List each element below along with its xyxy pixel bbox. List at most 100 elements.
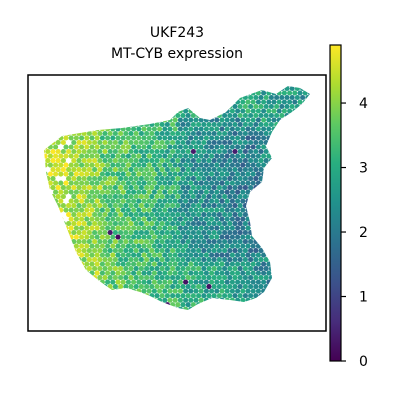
spot-point — [253, 257, 259, 263]
spot-point — [219, 261, 225, 267]
spot-point — [172, 297, 178, 303]
spot-point — [300, 94, 306, 101]
spot-point — [123, 203, 129, 209]
spot-point — [138, 148, 144, 155]
spot-point — [242, 257, 248, 263]
colorbar-gradient — [329, 44, 342, 362]
spot-point — [224, 135, 230, 141]
spot-point — [128, 139, 134, 146]
spot-point — [112, 284, 118, 290]
spot-point — [81, 185, 87, 191]
spot-point — [222, 121, 228, 128]
spot-point — [71, 230, 77, 236]
spot-point — [229, 261, 235, 267]
spot-point — [89, 180, 95, 186]
spot-point — [131, 243, 137, 249]
spot-point — [216, 239, 222, 245]
spot-point — [216, 266, 222, 272]
spot-point — [136, 180, 142, 186]
spot-point — [154, 212, 160, 218]
spot-point — [209, 234, 215, 240]
spot-point — [255, 288, 261, 294]
spot-point — [131, 216, 137, 222]
spot-point — [146, 225, 152, 231]
spot-point — [185, 302, 191, 308]
spot-point — [138, 230, 144, 236]
spot-point — [107, 185, 113, 191]
spot-point — [206, 230, 212, 236]
spot-point — [141, 189, 147, 195]
spot-point — [138, 185, 144, 191]
spot-point — [141, 243, 147, 249]
spot-point — [170, 293, 176, 299]
spot-point — [216, 293, 222, 299]
spot-point — [63, 162, 69, 168]
spot-point — [76, 248, 82, 254]
spot-point — [183, 117, 189, 123]
spot-point — [105, 252, 111, 258]
spot-point — [110, 216, 116, 222]
spot-point — [105, 180, 111, 186]
spot-point — [60, 139, 66, 146]
spot-point — [188, 144, 194, 150]
spot-point — [107, 176, 113, 182]
spot-point — [198, 243, 204, 249]
spot-point — [144, 248, 150, 254]
spot-point — [177, 216, 183, 222]
spot-point — [102, 230, 108, 236]
spot-point — [224, 243, 230, 249]
spot-point — [164, 148, 170, 155]
spot-point — [154, 158, 160, 164]
spot-point — [167, 261, 173, 267]
spot-point — [263, 121, 269, 128]
spot-point — [248, 293, 254, 299]
spot-point — [118, 230, 124, 236]
spot-point — [224, 171, 230, 177]
spot-point — [76, 194, 82, 200]
spot-point — [196, 212, 202, 218]
spot-point — [250, 252, 256, 258]
spot-point — [206, 148, 212, 155]
spot-point — [149, 275, 155, 281]
spot-point — [125, 243, 131, 249]
spot-point — [235, 153, 241, 159]
spot-point — [185, 239, 191, 245]
spot-point — [164, 293, 170, 299]
spot-point — [201, 158, 207, 164]
spot-point — [120, 180, 126, 186]
spot-point — [224, 279, 230, 285]
spot-point — [263, 130, 269, 137]
spot-point — [232, 239, 238, 245]
spot-point — [216, 221, 222, 227]
spot-point — [193, 153, 199, 159]
spot-point — [211, 275, 217, 281]
spot-point — [81, 167, 87, 173]
spot-point — [240, 189, 246, 195]
spot-point — [248, 158, 254, 164]
spot-point — [94, 261, 100, 267]
spot-point — [128, 248, 134, 254]
spot-point — [94, 252, 100, 258]
spot-point — [162, 297, 168, 303]
spot-point — [292, 99, 298, 105]
spot-point — [196, 139, 202, 146]
spot-point — [170, 185, 176, 191]
spot-point — [164, 275, 170, 281]
spot-point — [185, 176, 191, 182]
spot-point — [242, 275, 248, 281]
spot-point — [229, 189, 235, 195]
spot-point — [73, 189, 79, 195]
spot-point — [107, 266, 113, 272]
spot-point — [146, 261, 152, 267]
spot-point — [237, 284, 243, 290]
spot-point — [193, 252, 199, 258]
spot-point — [253, 139, 259, 146]
spot-point — [175, 302, 181, 308]
spot-point — [164, 139, 170, 146]
spot-point — [120, 243, 126, 249]
spot-point — [219, 117, 225, 123]
spot-point — [216, 130, 222, 137]
chart-subtitle: MT-CYB expression — [111, 46, 243, 62]
spot-point — [164, 167, 170, 173]
spot-point — [86, 167, 92, 173]
